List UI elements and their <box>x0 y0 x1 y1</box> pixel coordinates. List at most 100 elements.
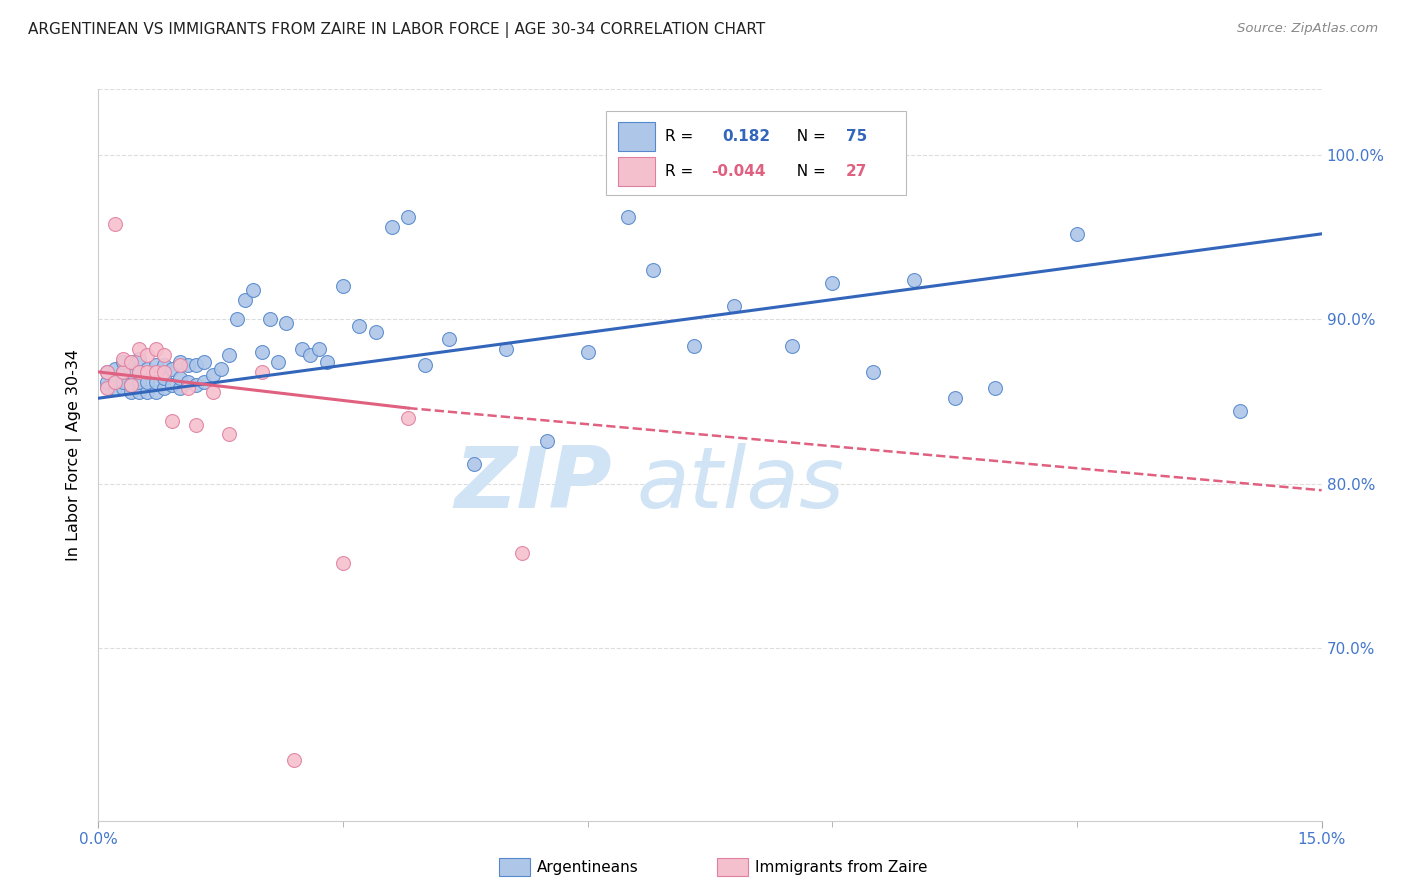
Point <box>169 371 191 385</box>
Point <box>536 434 558 448</box>
Point <box>186 359 208 373</box>
Point <box>160 414 183 428</box>
Point <box>145 384 167 399</box>
Point <box>201 368 224 383</box>
Point <box>128 365 150 379</box>
FancyBboxPatch shape <box>619 157 655 186</box>
Point <box>136 361 159 376</box>
Point <box>682 338 704 352</box>
Point <box>437 332 460 346</box>
Text: -0.044: -0.044 <box>711 164 766 179</box>
Point <box>152 359 174 373</box>
Point <box>169 355 191 369</box>
Point <box>617 211 640 225</box>
Point <box>111 365 134 379</box>
Point <box>413 359 436 373</box>
Point <box>209 361 232 376</box>
Point <box>177 375 200 389</box>
Point <box>267 355 290 369</box>
Point <box>96 365 118 379</box>
Text: N =: N = <box>787 129 831 145</box>
Point <box>160 378 183 392</box>
Point <box>104 217 127 231</box>
Point <box>128 384 150 399</box>
Point <box>780 338 803 352</box>
Point <box>128 365 150 379</box>
FancyBboxPatch shape <box>619 122 655 152</box>
Point <box>332 556 354 570</box>
Point <box>250 365 273 379</box>
Point <box>218 427 240 442</box>
Point <box>381 220 404 235</box>
Point <box>169 359 191 373</box>
Text: Immigrants from Zaire: Immigrants from Zaire <box>755 860 928 874</box>
FancyBboxPatch shape <box>606 112 905 195</box>
Point <box>308 342 330 356</box>
Point <box>120 384 142 399</box>
Point <box>104 381 127 395</box>
Point <box>120 365 142 379</box>
Point <box>193 355 215 369</box>
Point <box>120 355 142 369</box>
Point <box>128 351 150 366</box>
Point <box>169 381 191 395</box>
Point <box>145 375 167 389</box>
Point <box>96 380 118 394</box>
Text: Argentineans: Argentineans <box>537 860 638 874</box>
Point <box>120 378 142 392</box>
Point <box>1229 404 1251 418</box>
Point <box>96 375 118 389</box>
Point <box>943 391 966 405</box>
Point <box>193 375 215 389</box>
Point <box>291 342 314 356</box>
Point <box>274 316 297 330</box>
Point <box>186 378 208 392</box>
Point <box>177 381 200 395</box>
Point <box>145 342 167 356</box>
Text: 0.182: 0.182 <box>723 129 770 145</box>
Point <box>283 753 305 767</box>
Point <box>96 365 118 379</box>
Point <box>111 355 134 369</box>
Point <box>250 345 273 359</box>
Point <box>104 375 127 389</box>
Point <box>226 312 249 326</box>
Point <box>111 365 134 379</box>
Text: N =: N = <box>787 164 831 179</box>
Point <box>495 342 517 356</box>
Point <box>136 375 159 389</box>
Y-axis label: In Labor Force | Age 30-34: In Labor Force | Age 30-34 <box>66 349 83 561</box>
Point <box>160 361 183 376</box>
Text: R =: R = <box>665 164 697 179</box>
Point <box>218 349 240 363</box>
Point <box>1066 227 1088 241</box>
Point <box>136 384 159 399</box>
Point <box>723 299 745 313</box>
Point <box>396 411 419 425</box>
Point <box>242 283 264 297</box>
Point <box>177 359 200 373</box>
Point <box>120 378 142 392</box>
Text: 27: 27 <box>846 164 868 179</box>
Text: 75: 75 <box>846 129 868 145</box>
Point <box>120 355 142 369</box>
Point <box>96 381 118 395</box>
Point <box>145 365 167 379</box>
Text: atlas: atlas <box>637 442 845 525</box>
Point <box>111 351 134 366</box>
Point <box>104 361 127 376</box>
Point <box>332 279 354 293</box>
Point <box>396 211 419 225</box>
Point <box>349 318 371 333</box>
Point <box>128 375 150 389</box>
Point <box>128 342 150 356</box>
Point <box>512 546 534 560</box>
Point <box>821 276 844 290</box>
Point <box>233 293 256 307</box>
Point <box>463 457 485 471</box>
Point <box>111 381 134 395</box>
Point <box>152 349 174 363</box>
Point <box>104 375 127 389</box>
Point <box>152 371 174 385</box>
Point <box>641 263 664 277</box>
